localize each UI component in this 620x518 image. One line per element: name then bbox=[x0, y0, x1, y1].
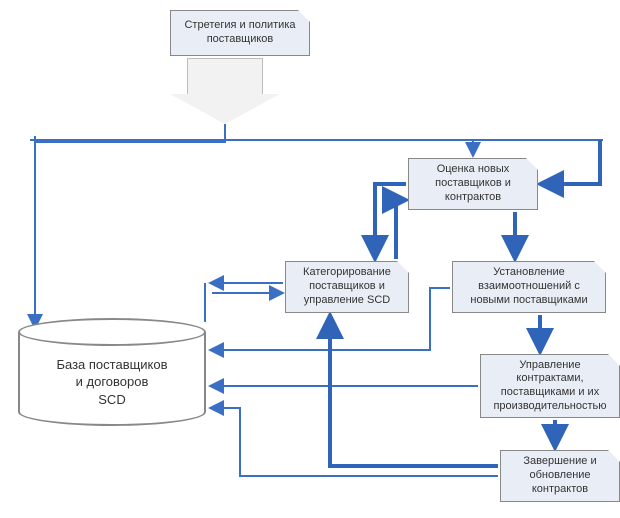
node-categorize-label: Категорированиепоставщиков иуправление S… bbox=[303, 266, 391, 307]
node-strategy-label: Стретегия и политикапоставщиков bbox=[184, 19, 295, 47]
node-manage-label: Управлениеконтрактами,поставщиками и ихп… bbox=[493, 359, 606, 414]
node-evaluation-label: Оценка новыхпоставщиков иконтрактов bbox=[435, 163, 511, 204]
edge-categorize-to-eval bbox=[396, 200, 406, 259]
node-establish-label: Установлениевзаимоотношений сновыми пост… bbox=[470, 266, 587, 307]
node-establish: Установлениевзаимоотношений сновыми пост… bbox=[452, 261, 606, 313]
node-complete: Завершение иобновлениеконтрактов bbox=[500, 450, 620, 502]
node-complete-label: Завершение иобновлениеконтрактов bbox=[523, 455, 596, 496]
edge-complete-to-categorize bbox=[330, 315, 498, 466]
big-arrow bbox=[168, 58, 282, 126]
node-database: База поставщикови договоровSCD bbox=[18, 318, 206, 426]
node-categorize: Категорированиепоставщиков иуправление S… bbox=[285, 261, 409, 313]
edge-strategy-bus bbox=[35, 124, 225, 142]
node-database-label: База поставщикови договоровSCD bbox=[56, 356, 167, 409]
edge-bus-right-to-eval bbox=[540, 140, 600, 184]
edge-complete-to-db bbox=[210, 408, 498, 476]
node-evaluation: Оценка новыхпоставщиков иконтрактов bbox=[408, 158, 538, 210]
connector-layer bbox=[0, 0, 620, 518]
node-manage: Управлениеконтрактами,поставщиками и ихп… bbox=[480, 354, 620, 418]
node-strategy: Стретегия и политикапоставщиков bbox=[170, 10, 310, 56]
edge-eval-to-categorize bbox=[375, 184, 406, 259]
